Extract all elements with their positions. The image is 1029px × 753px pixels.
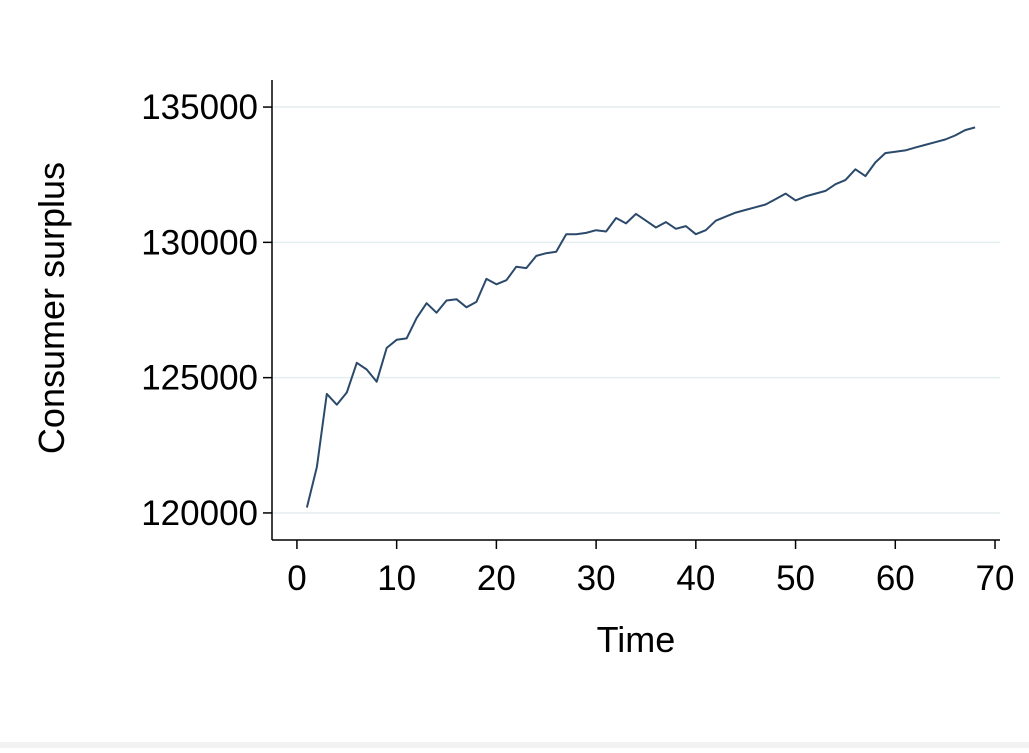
x-tick-label-1: 10: [377, 559, 416, 598]
x-tick-label-6: 60: [876, 559, 915, 598]
y-tick-label-2: 130000: [141, 223, 258, 262]
series-line-0: [305, 126, 976, 508]
x-tick-label-5: 50: [776, 559, 815, 598]
y-tick-label-0: 120000: [141, 494, 258, 533]
tick-labels: 120000 125000 130000 135000 0 10 20 30 40 50 60 70: [141, 88, 1014, 598]
x-tick-label-3: 30: [577, 559, 616, 598]
x-axis-title: Time: [597, 619, 676, 660]
y-tick-label-1: 125000: [141, 359, 258, 398]
series: [305, 126, 976, 508]
x-tick-label-7: 70: [976, 559, 1015, 598]
x-tick-label-2: 20: [477, 559, 516, 598]
axes: [263, 80, 1000, 549]
bottom-border-strip: [0, 742, 1029, 748]
x-tick-label-4: 40: [676, 559, 715, 598]
y-axis-title: Consumer surplus: [31, 162, 72, 454]
x-tick-label-0: 0: [287, 559, 306, 598]
grid-lines: [272, 106, 1000, 514]
y-tick-label-3: 135000: [141, 88, 258, 127]
